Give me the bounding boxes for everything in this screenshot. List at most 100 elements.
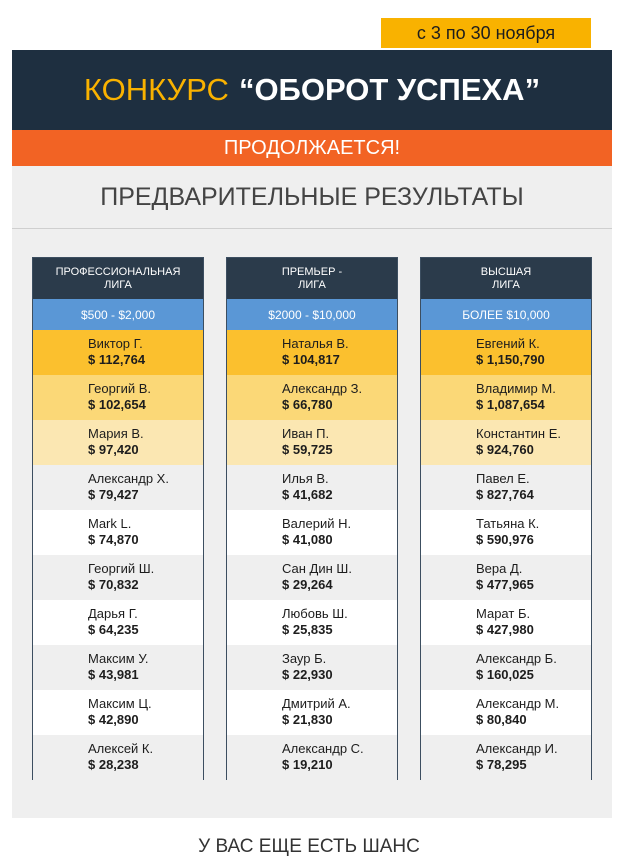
league-range: БОЛЕЕ $10,000 [421,299,591,330]
league-range: $2000 - $10,000 [227,299,397,330]
league-highest: ВЫСШАЯ ЛИГА БОЛЕЕ $10,000 Евгений К. $ 1,… [420,257,592,780]
participant-name: Александр И. [476,741,558,756]
participant-amount: $ 19,210 [282,757,333,772]
leaderboard-row: Вера Д. $ 477,965 [421,555,591,600]
status-banner: ПРОДОЛЖАЕТСЯ! [12,130,612,166]
participant-name: Александр З. [282,381,363,396]
league-title: ВЫСШАЯ ЛИГА [421,258,591,299]
leaderboard-row: Виктор Г. $ 112,764 [33,330,203,375]
participant-amount: $ 102,654 [88,397,146,412]
leaderboard-row: Алексей К. $ 28,238 [33,735,203,780]
participant-amount: $ 28,238 [88,757,139,772]
leaderboard-row: Александр М. $ 80,840 [421,690,591,735]
leaderboard-row: Владимир М. $ 1,087,654 [421,375,591,420]
leaderboard-row: Дарья Г. $ 64,235 [33,600,203,645]
contest-header: КОНКУРС “ОБОРОТ УСПЕХА” [12,50,612,130]
participant-amount: $ 427,980 [476,622,534,637]
leaderboard-row: Александр И. $ 78,295 [421,735,591,780]
participant-amount: $ 42,890 [88,712,139,727]
participant-name: Владимир М. [476,381,556,396]
participant-name: Иван П. [282,426,330,441]
participant-amount: $ 41,080 [282,532,333,547]
participant-amount: $ 29,264 [282,577,333,592]
participant-amount: $ 79,427 [88,487,139,502]
participant-amount: $ 80,840 [476,712,527,727]
participant-name: Александр С. [282,741,364,756]
participant-name: Сан Дин Ш. [282,561,352,576]
league-title: ПРЕМЬЕР - ЛИГА [227,258,397,299]
leaderboard-row: Любовь Ш. $ 25,835 [227,600,397,645]
participant-name: Александр Х. [88,471,169,486]
participant-amount: $ 112,764 [88,352,146,367]
divider [12,228,612,229]
leaderboard-row: Заур Б. $ 22,930 [227,645,397,690]
participant-name: Максим У. [88,651,149,666]
participant-amount: $ 477,965 [476,577,534,592]
leaderboard-row: Александр Б. $ 160,025 [421,645,591,690]
participant-name: Илья В. [282,471,329,486]
participant-name: Мария В. [88,426,144,441]
participant-amount: $ 41,682 [282,487,333,502]
leaderboard-row: Валерий Н. $ 41,080 [227,510,397,555]
participant-amount: $ 74,870 [88,532,139,547]
participant-amount: $ 64,235 [88,622,139,637]
leaderboard-row: Павел Е. $ 827,764 [421,465,591,510]
leaderboard-row: Наталья В. $ 104,817 [227,330,397,375]
leaderboard-row: Георгий Ш. $ 70,832 [33,555,203,600]
leaderboard-row: Максим Ц. $ 42,890 [33,690,203,735]
participant-amount: $ 104,817 [282,352,340,367]
header-title: “ОБОРОТ УСПЕХА” [238,72,541,107]
league-professional: ПРОФЕССИОНАЛЬНАЯ ЛИГА $500 - $2,000 Викт… [32,257,204,780]
participant-amount: $ 22,930 [282,667,333,682]
leaderboard-row: Сан Дин Ш. $ 29,264 [227,555,397,600]
participant-name: Георгий В. [88,381,152,396]
results-panel: ПРЕДВАРИТЕЛЬНЫЕ РЕЗУЛЬТАТЫ ПРОФЕССИОНАЛЬ… [12,166,612,818]
leaderboard-row: Татьяна К. $ 590,976 [421,510,591,555]
leaderboard-row: Александр Х. $ 79,427 [33,465,203,510]
participant-name: Алексей К. [88,741,154,756]
participant-name: Любовь Ш. [282,606,348,621]
panel-title: ПРЕДВАРИТЕЛЬНЫЕ РЕЗУЛЬТАТЫ [100,182,524,211]
date-badge: с 3 по 30 ноября [381,18,591,48]
participant-amount: $ 827,764 [476,487,534,502]
participant-amount: $ 590,976 [476,532,534,547]
participant-name: Максим Ц. [88,696,152,711]
participant-amount: $ 21,830 [282,712,333,727]
leaderboard-row: Иван П. $ 59,725 [227,420,397,465]
participant-amount: $ 43,981 [88,667,139,682]
participant-amount: $ 70,832 [88,577,139,592]
participant-amount: $ 78,295 [476,757,527,772]
participant-name: Заур Б. [282,651,327,666]
leaderboard-row: Мария В. $ 97,420 [33,420,203,465]
participant-name: Павел Е. [476,471,530,486]
participant-name: Георгий Ш. [88,561,155,576]
leaderboard-row: Максим У. $ 43,981 [33,645,203,690]
participant-name: Дмитрий А. [282,696,351,711]
leaderboard-row: Дмитрий А. $ 21,830 [227,690,397,735]
league-title: ПРОФЕССИОНАЛЬНАЯ ЛИГА [33,258,203,299]
leaderboard-row: Mark L. $ 74,870 [33,510,203,555]
participant-amount: $ 160,025 [476,667,534,682]
leaderboard-row: Евгений К. $ 1,150,790 [421,330,591,375]
participant-name: Константин Е. [476,426,561,441]
participant-amount: $ 1,087,654 [476,397,545,412]
participant-amount: $ 59,725 [282,442,333,457]
leaderboard-row: Марат Б. $ 427,980 [421,600,591,645]
leaderboard-row: Александр С. $ 19,210 [227,735,397,780]
leaderboard-row: Георгий В. $ 102,654 [33,375,203,420]
participant-amount: $ 66,780 [282,397,333,412]
league-range: $500 - $2,000 [33,299,203,330]
participant-name: Александр Б. [476,651,557,666]
footer-tagline: У ВАС ЕЩЕ ЕСТЬ ШАНС [198,836,420,857]
participant-name: Mark L. [88,516,132,531]
header-highlight: КОНКУРС [83,72,229,107]
leaderboard-row: Илья В. $ 41,682 [227,465,397,510]
participant-name: Евгений К. [476,336,540,351]
participant-amount: $ 97,420 [88,442,139,457]
participant-name: Вера Д. [476,561,523,576]
participant-amount: $ 924,760 [476,442,534,457]
leaderboard-row: Александр З. $ 66,780 [227,375,397,420]
participant-name: Татьяна К. [476,516,540,531]
participant-name: Марат Б. [476,606,531,621]
participant-name: Александр М. [476,696,560,711]
